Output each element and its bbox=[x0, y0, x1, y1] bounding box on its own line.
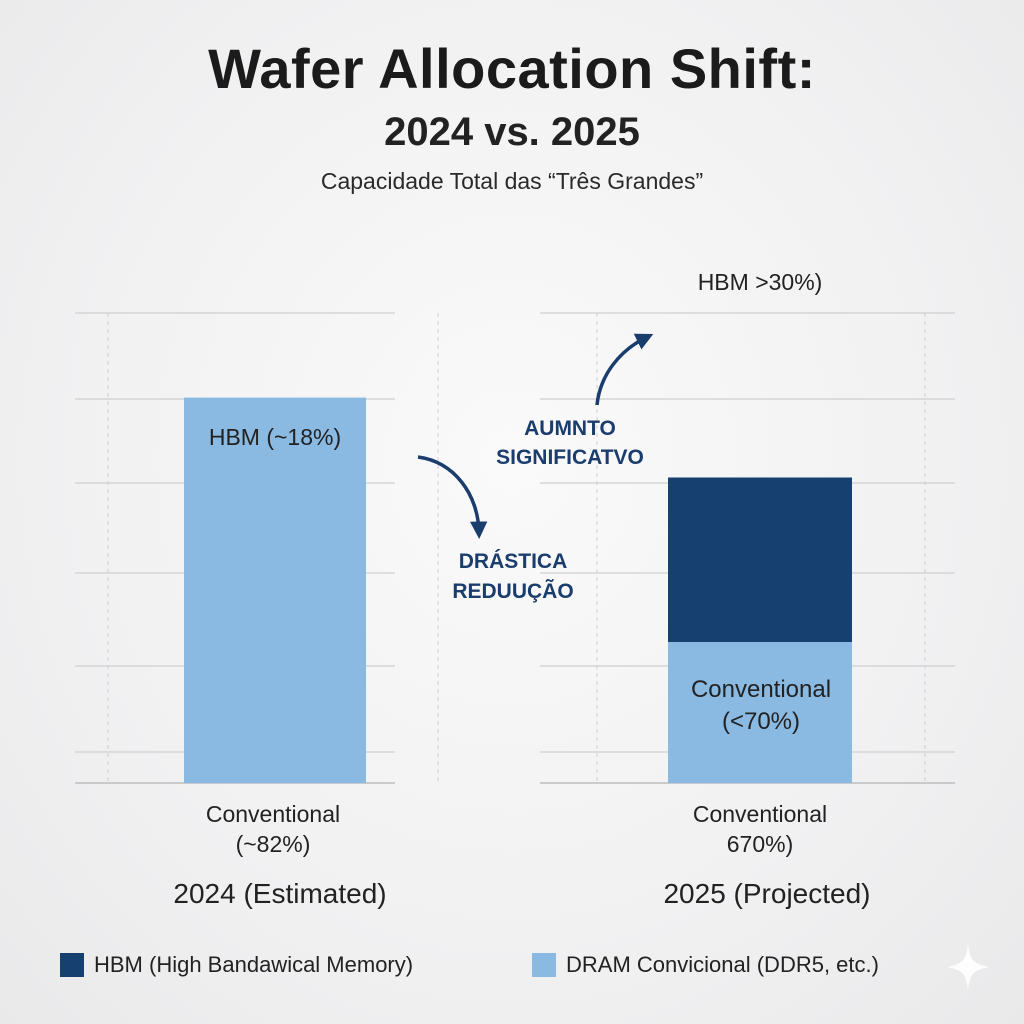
bar-label-below: Conventional bbox=[693, 801, 827, 827]
legend-swatch-conventional bbox=[532, 953, 556, 977]
bar-label-above: HBM >30%) bbox=[698, 269, 823, 295]
bar-label-below: (~82%) bbox=[236, 831, 311, 857]
sparkle-icon bbox=[947, 944, 989, 990]
bar-label-inside: (<70%) bbox=[722, 708, 800, 735]
stacked-bar-chart: HBM (~18%) Conventional (~82%) HBM >30%) Con… bbox=[75, 269, 955, 909]
annotation-arrow-down bbox=[417, 455, 488, 539]
chart-title: Wafer Allocation Shift: bbox=[208, 37, 816, 100]
chart-caption: Capacidade Total das “Três Grandes” bbox=[320, 168, 704, 194]
legend-label-hbm: HBM (High Bandawical Memory) bbox=[94, 952, 414, 977]
bar-label-inside: Conventional bbox=[691, 676, 831, 703]
annotation-text: AUMNTO bbox=[524, 417, 616, 440]
bar-label-inside: HBM (~18%) bbox=[209, 424, 341, 450]
bar-label-below: Conventional bbox=[206, 801, 340, 827]
bar-hbm-2025 bbox=[668, 477, 852, 642]
x-tick-label: 2025 (Projected) bbox=[663, 878, 870, 909]
annotation-text: DRÁSTICA bbox=[459, 550, 568, 573]
annotation-text: REDUUÇÃO bbox=[452, 580, 573, 603]
annotation-arrow-up bbox=[595, 333, 654, 406]
bar-conventional-2025 bbox=[668, 642, 852, 783]
bar-conventional-2024 bbox=[184, 397, 366, 783]
legend-item-conventional: DRAM Convicional (DDR5, etc.) bbox=[532, 952, 879, 978]
bar-label-below: 670%) bbox=[727, 831, 793, 857]
legend-item-hbm: HBM (High Bandawical Memory) bbox=[60, 952, 413, 978]
chart-subtitle: 2024 vs. 2025 bbox=[384, 110, 640, 154]
x-tick-label: 2024 (Estimated) bbox=[173, 878, 386, 909]
annotation-text: SIGNIFICATVO bbox=[496, 446, 644, 469]
legend-swatch-hbm bbox=[60, 953, 84, 977]
legend-label-conventional: DRAM Convicional (DDR5, etc.) bbox=[566, 952, 879, 977]
